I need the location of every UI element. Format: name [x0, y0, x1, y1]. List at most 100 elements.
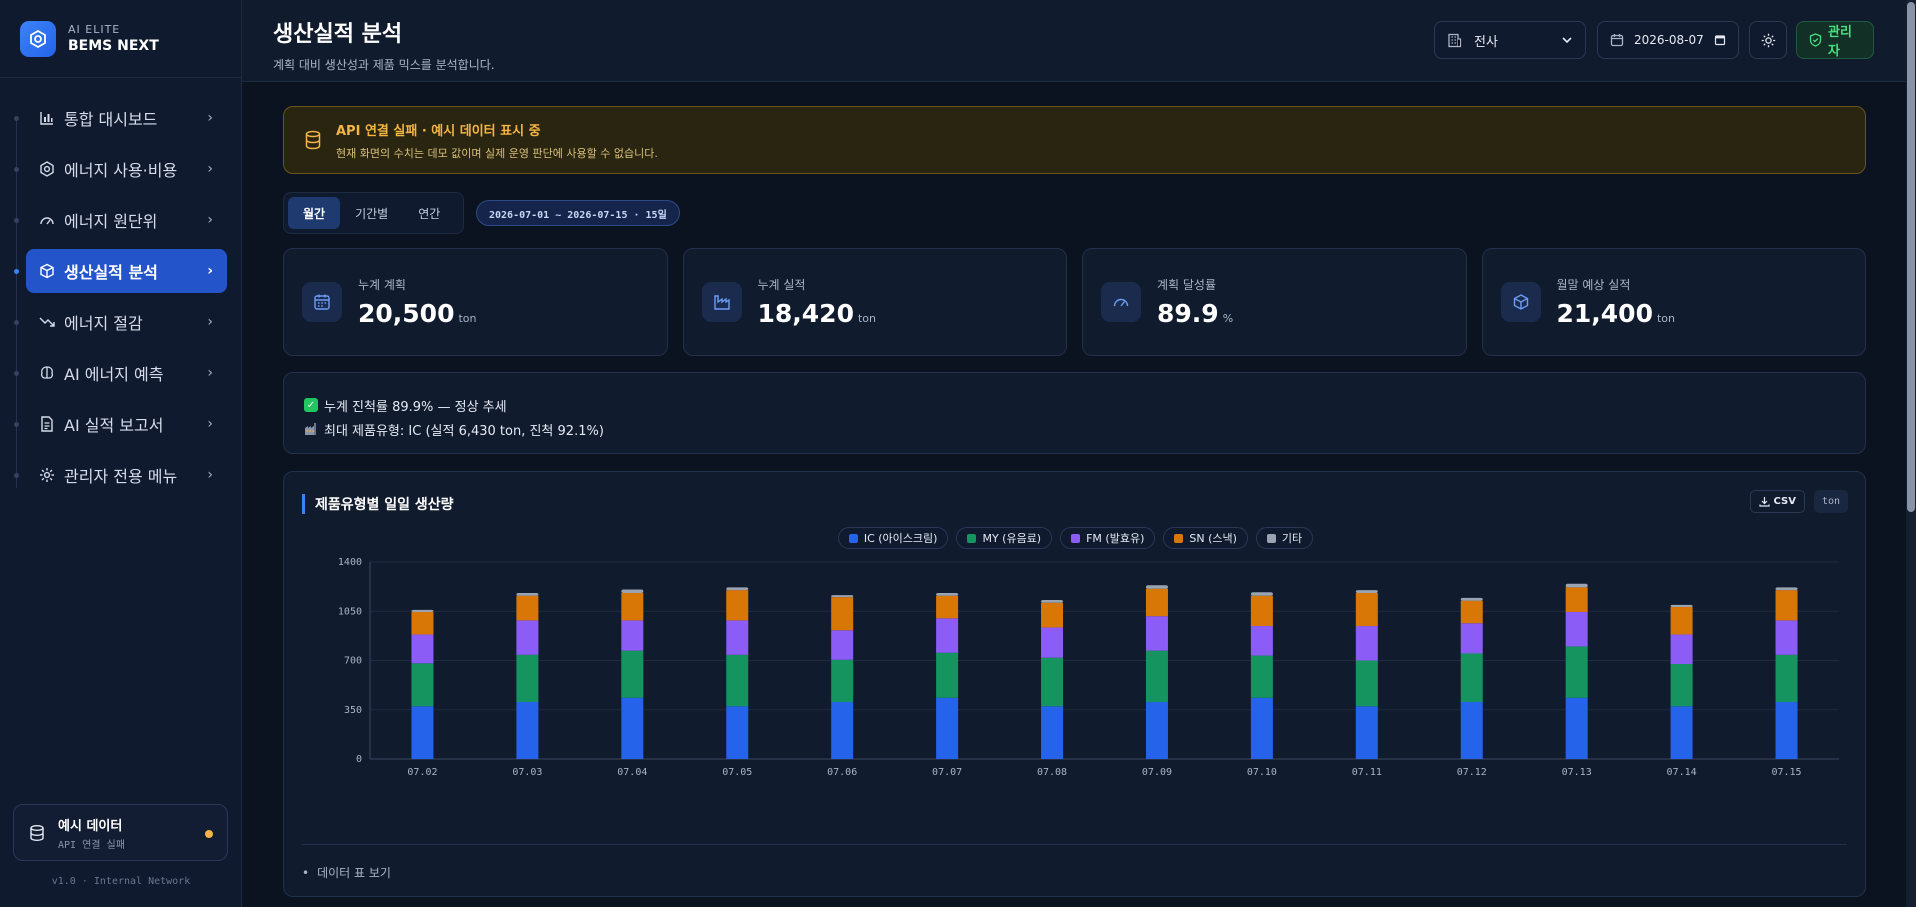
data-table-toggle-label: 데이터 표 보기 — [317, 866, 391, 880]
brand[interactable]: AI ELITE BEMS NEXT — [0, 0, 241, 78]
kpi-unit: ton — [1656, 312, 1675, 325]
tab-monthly[interactable]: 월간 — [288, 197, 341, 229]
production-chart-card: 제품유형별 일일 생산량 CSV ton IC (아이스크림) MY (유음료)… — [283, 471, 1866, 897]
sidebar-item-label: 관리자 전용 메뉴 — [64, 467, 178, 486]
csv-download-button[interactable]: CSV — [1749, 490, 1805, 513]
alert-title: API 연결 실패 · 예시 데이터 표시 중 — [336, 123, 541, 139]
sidebar-item-ai-report[interactable]: AI 실적 보고서 › — [14, 402, 227, 446]
bar-segment — [1041, 627, 1064, 658]
bar-segment — [1565, 611, 1588, 647]
bar-segment — [726, 587, 749, 591]
bar-segment — [1670, 664, 1693, 707]
unit-chip: ton — [1813, 490, 1848, 513]
demo-data-status-card[interactable]: 예시 데이터 API 연결 실패 — [13, 804, 228, 861]
legend-item-fm[interactable]: FM (발효유) — [1060, 527, 1156, 549]
bar-segment — [1041, 706, 1064, 759]
bar-segment — [1145, 650, 1168, 703]
building-icon — [1447, 33, 1462, 48]
chevron-right-icon: › — [207, 110, 213, 126]
date-picker[interactable]: 2026-08-07 — [1597, 21, 1739, 59]
scrollbar-thumb[interactable] — [1907, 2, 1915, 512]
bar-segment — [1355, 706, 1378, 759]
legend-item-other[interactable]: 기타 — [1255, 527, 1314, 549]
bar-chart-icon — [38, 109, 56, 127]
chevron-right-icon: › — [207, 263, 213, 279]
bar-segment — [621, 592, 644, 621]
sidebar-nav: 통합 대시보드 › 에너지 사용·비용 › 에너지 원단위 › 생산실적 분석 … — [0, 78, 241, 497]
gauge-icon — [38, 211, 56, 229]
divider — [302, 844, 1847, 845]
bar-segment — [1250, 592, 1273, 596]
calendar-icon — [1610, 33, 1624, 47]
bar-segment — [1355, 626, 1378, 661]
tab-yearly[interactable]: 연간 — [418, 206, 441, 221]
legend-label: FM (발효유) — [1086, 532, 1145, 545]
legend-item-ic[interactable]: IC (아이스크림) — [837, 527, 949, 549]
bar-segment — [1460, 702, 1483, 759]
csv-label: CSV — [1773, 496, 1796, 507]
admin-button[interactable]: 관리자 — [1796, 21, 1874, 59]
main-content: 생산실적 분석 계획 대비 생산성과 제품 믹스를 분석합니다. 전사 2026… — [242, 0, 1916, 907]
legend-swatch — [1174, 533, 1184, 543]
sidebar-item-dashboard[interactable]: 통합 대시보드 › — [14, 96, 227, 140]
site-select[interactable]: 전사 — [1434, 21, 1586, 59]
x-tick-label: 07.11 — [1352, 767, 1382, 778]
bar-segment — [936, 652, 959, 698]
bar-segment — [1775, 620, 1798, 655]
sidebar-item-energy-intensity[interactable]: 에너지 원단위 › — [14, 198, 227, 242]
sidebar-item-label: 에너지 원단위 — [64, 212, 158, 231]
bar-segment — [831, 597, 854, 631]
legend-label: SN (스낵) — [1189, 532, 1237, 545]
stacked-bar-chart: 0 350 700 1050 1400 07.02 07.03 07.04 07.05 07.06… — [338, 557, 1839, 778]
chevron-down-icon — [1561, 34, 1573, 46]
database-icon — [304, 130, 322, 150]
theme-toggle-button[interactable] — [1749, 21, 1787, 59]
brand-logo-icon — [20, 20, 56, 57]
bar-segment — [621, 650, 644, 698]
sidebar-item-label: AI 실적 보고서 — [64, 416, 164, 435]
legend-item-sn[interactable]: SN (스낵) — [1163, 527, 1248, 549]
bar-segment — [1355, 660, 1378, 707]
site-select-value: 전사 — [1474, 34, 1498, 50]
status-dot — [205, 830, 213, 838]
bar-segment — [1775, 702, 1798, 759]
document-icon — [38, 415, 56, 433]
y-tick-label: 1400 — [338, 557, 362, 568]
bar-segment — [516, 595, 539, 621]
legend-item-my[interactable]: MY (유음료) — [956, 527, 1053, 549]
insight-progress: ✓ 누계 진척률 89.9% — 정상 추세 — [304, 393, 1845, 417]
sidebar-item-production[interactable]: 생산실적 분석 › — [14, 249, 227, 293]
data-table-toggle[interactable]: • 데이터 표 보기 — [302, 864, 391, 881]
bar-segment — [1565, 583, 1588, 588]
x-tick-label: 07.02 — [407, 767, 437, 778]
page-scrollbar[interactable] — [1906, 0, 1916, 907]
bar-segment — [516, 592, 539, 596]
x-tick-label: 07.12 — [1457, 767, 1487, 778]
sidebar-item-admin[interactable]: 관리자 전용 메뉴 › — [14, 453, 227, 497]
calendar-icon — [302, 282, 342, 322]
sidebar-item-ai-forecast[interactable]: AI 에너지 예측 › — [14, 351, 227, 395]
bar-segment — [411, 611, 434, 635]
x-tick-label: 07.13 — [1562, 767, 1592, 778]
demo-data-title: 예시 데이터 — [58, 818, 123, 834]
x-tick-label: 07.10 — [1247, 767, 1277, 778]
bar-segment — [936, 592, 959, 596]
bar-segment — [1775, 587, 1798, 591]
bar-segment — [726, 620, 749, 655]
y-tick-label: 700 — [344, 656, 362, 667]
sidebar-item-energy-saving[interactable]: 에너지 절감 › — [14, 300, 227, 344]
kpi-label: 월말 예상 실적 — [1556, 278, 1631, 292]
sidebar-item-energy-cost[interactable]: 에너지 사용·비용 › — [14, 147, 227, 191]
bar-segment — [516, 702, 539, 759]
period-tabs: 월간 기간별 연간 — [283, 192, 464, 234]
database-icon — [28, 824, 46, 842]
sidebar-item-label: 통합 대시보드 — [64, 110, 158, 129]
tab-range[interactable]: 기간별 — [355, 206, 389, 221]
bar-segment — [1460, 653, 1483, 703]
download-icon — [1758, 496, 1770, 507]
legend-swatch — [1266, 533, 1276, 543]
brain-icon — [38, 364, 56, 382]
bar-segment — [1460, 623, 1483, 654]
insight-notes: ✓ 누계 진척률 89.9% — 정상 추세 최대 제품유형: IC (실적 6… — [283, 372, 1866, 454]
chevron-right-icon: › — [207, 365, 213, 381]
